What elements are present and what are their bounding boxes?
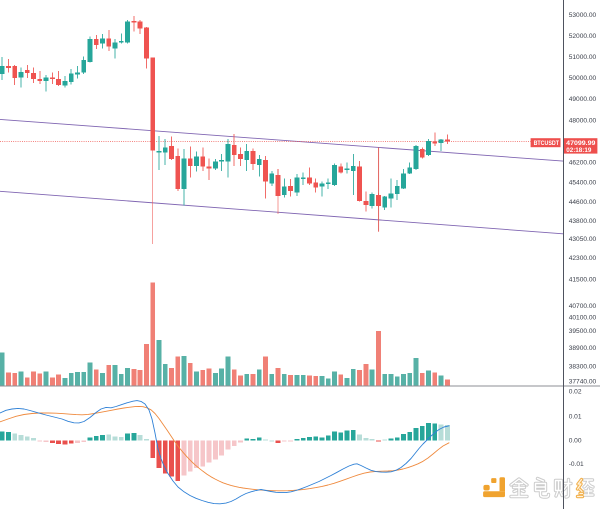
svg-text:43800.00: 43800.00 — [569, 218, 597, 225]
svg-text:41500.00: 41500.00 — [569, 276, 597, 283]
svg-text:52000.00: 52000.00 — [569, 33, 597, 40]
svg-text:38900.00: 38900.00 — [569, 345, 597, 352]
svg-text:BTCUSDT: BTCUSDT — [534, 140, 560, 147]
svg-text:46200.00: 46200.00 — [569, 159, 597, 166]
svg-text:53000.00: 53000.00 — [569, 12, 597, 19]
svg-text:51000.00: 51000.00 — [569, 54, 597, 61]
svg-text:0.02: 0.02 — [569, 389, 582, 396]
svg-text:-0.01: -0.01 — [569, 461, 584, 468]
svg-text:47099.99: 47099.99 — [566, 140, 596, 147]
svg-text:50000.00: 50000.00 — [569, 75, 597, 82]
svg-text:43050.00: 43050.00 — [569, 236, 597, 243]
svg-text:37740.00: 37740.00 — [569, 379, 597, 386]
svg-text:42300.00: 42300.00 — [569, 255, 597, 262]
svg-text:02:18:19: 02:18:19 — [566, 147, 592, 154]
svg-text:44600.00: 44600.00 — [569, 199, 597, 206]
svg-text:0.00: 0.00 — [569, 438, 582, 445]
svg-text:38300.00: 38300.00 — [569, 363, 597, 370]
svg-text:45400.00: 45400.00 — [569, 180, 597, 187]
svg-text:0.01: 0.01 — [569, 413, 582, 420]
svg-text:40100.00: 40100.00 — [569, 314, 597, 321]
svg-text:39500.00: 39500.00 — [569, 328, 597, 335]
svg-text:40700.00: 40700.00 — [569, 303, 597, 310]
svg-text:48000.00: 48000.00 — [569, 117, 597, 124]
svg-text:49000.00: 49000.00 — [569, 96, 597, 103]
